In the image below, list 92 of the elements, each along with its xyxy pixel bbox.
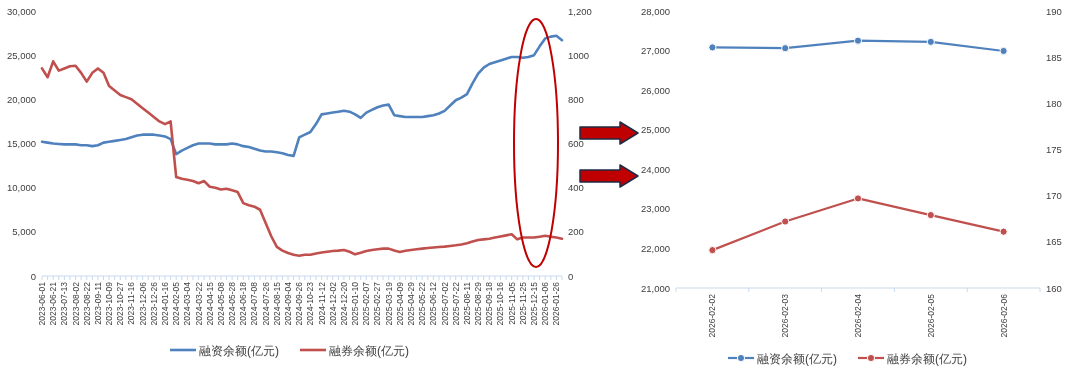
y2-tick-label: 160 xyxy=(1046,282,1062,294)
legend-label: 融资余额(亿元) xyxy=(757,351,837,366)
x-tick-label: 2025-03-19 xyxy=(383,281,394,326)
y2-tick-label: 200 xyxy=(568,226,584,238)
x-tick-label: 2024-04-15 xyxy=(204,281,215,326)
x-tick-label: 2024-02-05 xyxy=(171,281,182,326)
x-tick-label: 2025-02-07 xyxy=(361,281,372,326)
x-tick-label: 2026-02-03 xyxy=(780,293,791,338)
point xyxy=(999,227,1008,236)
x-tick-label: 2023-12-06 xyxy=(137,281,148,326)
y-tick-label: 23,000 xyxy=(640,203,670,215)
y2-tick-label: 170 xyxy=(1046,190,1062,202)
y-tick-label: 0 xyxy=(30,270,36,282)
x-tick-label: 2024-12-02 xyxy=(327,281,338,326)
y2-tick-label: 0 xyxy=(568,270,574,282)
y2-tick-label: 400 xyxy=(568,182,584,194)
x-tick-label: 2025-01-10 xyxy=(350,281,361,326)
y2-tick-label: 180 xyxy=(1046,97,1062,109)
x-tick-label: 2023-10-09 xyxy=(104,281,115,326)
x-tick-label: 2025-04-09 xyxy=(394,281,405,326)
x-tick-label: 2024-05-28 xyxy=(227,281,238,326)
x-tick-label: 2024-08-15 xyxy=(271,281,282,326)
x-tick-label: 2023-07-13 xyxy=(59,281,70,326)
x-tick-label: 2025-11-05 xyxy=(506,281,517,325)
y-tick-label: 5,000 xyxy=(12,226,36,238)
x-tick-label: 2025-08-29 xyxy=(473,281,484,326)
y-tick-label: 25,000 xyxy=(640,124,670,136)
point xyxy=(926,210,935,220)
y-tick-label: 21,000 xyxy=(640,282,670,294)
x-tick-label: 2024-07-26 xyxy=(260,281,271,326)
y-tick-label: 20,000 xyxy=(6,93,36,105)
x-tick-label: 2025-12-15 xyxy=(529,281,540,326)
legend-label: 融券余额(亿元) xyxy=(329,343,409,358)
y-tick-label: 10,000 xyxy=(6,182,36,194)
x-tick-label: 2025-05-22 xyxy=(417,281,428,326)
x-tick-label: 2024-01-16 xyxy=(160,281,171,326)
x-tick-label: 2024-06-18 xyxy=(238,281,249,326)
y2-tick-label: 1000 xyxy=(568,49,590,61)
x-tick-label: 2024-10-23 xyxy=(305,281,316,326)
y2-tick-label: 175 xyxy=(1046,144,1062,155)
x-tick-label: 2023-06-21 xyxy=(48,281,59,326)
x-tick-label: 2025-07-02 xyxy=(439,281,450,326)
x-tick-label: 2024-09-04 xyxy=(283,281,294,326)
y-tick-label: 27,000 xyxy=(640,45,670,57)
x-tick-label: 2024-05-08 xyxy=(215,281,226,326)
y2-tick-label: 1,200 xyxy=(568,5,592,17)
x-tick-label: 2024-07-08 xyxy=(249,281,260,326)
x-tick-label: 2023-08-22 xyxy=(81,281,92,326)
x-tick-label: 2025-09-18 xyxy=(484,281,495,326)
x-tick-label: 2024-03-04 xyxy=(182,281,193,326)
y-tick-label: 24,000 xyxy=(640,163,670,175)
line-series xyxy=(40,60,564,257)
point xyxy=(781,217,790,226)
x-tick-label: 2026-01-06 xyxy=(540,281,551,326)
y2-tick-label: 165 xyxy=(1046,236,1062,248)
y-tick-label: 30,000 xyxy=(6,5,36,17)
x-tick-label: 2023-10-27 xyxy=(115,281,126,326)
x-tick-label: 2023-08-02 xyxy=(70,281,81,326)
x-tick-label: 2025-06-12 xyxy=(428,281,439,326)
x-tick-label: 2026-02-06 xyxy=(998,293,1009,338)
x-tick-label: 2025-08-11 xyxy=(461,281,472,325)
x-tick-label: 2025-04-29 xyxy=(406,281,417,326)
point xyxy=(853,194,863,203)
legend-label: 融资余额(亿元) xyxy=(199,343,279,358)
y-tick-label: 25,000 xyxy=(6,49,36,61)
x-tick-label: 2024-12-20 xyxy=(338,281,349,326)
y-tick-label: 22,000 xyxy=(640,242,670,254)
x-tick-label: 2025-02-27 xyxy=(372,281,383,326)
legend-label: 融券余额(亿元) xyxy=(887,351,967,366)
y-tick-label: 15,000 xyxy=(6,138,36,149)
y2-tick-label: 185 xyxy=(1046,51,1062,63)
y-tick-label: 26,000 xyxy=(640,84,670,96)
x-tick-label: 2025-11-25 xyxy=(517,281,528,325)
x-tick-label: 2023-06-01 xyxy=(37,281,47,326)
y2-tick-label: 190 xyxy=(1046,5,1062,17)
line-series xyxy=(40,34,564,158)
x-tick-label: 2026-01-26 xyxy=(551,281,562,326)
point xyxy=(708,246,717,255)
x-tick-label: 2026-02-04 xyxy=(853,293,863,338)
x-tick-label: 2024-03-22 xyxy=(193,281,204,326)
x-tick-label: 2025-07-22 xyxy=(450,281,461,326)
x-tick-label: 2026-02-05 xyxy=(925,293,936,338)
y-tick-label: 28,000 xyxy=(640,5,670,17)
x-tick-label: 2024-11-12 xyxy=(316,281,327,325)
x-tick-label: 2024-09-26 xyxy=(294,281,305,326)
x-tick-label: 2025-10-16 xyxy=(495,281,506,326)
y2-tick-label: 800 xyxy=(568,93,584,105)
x-tick-label: 2023-11-16 xyxy=(126,281,137,325)
y2-tick-label: 600 xyxy=(568,138,584,149)
x-tick-label: 2023-09-11 xyxy=(92,281,103,325)
x-tick-label: 2026-02-02 xyxy=(707,293,718,338)
x-tick-label: 2023-12-26 xyxy=(148,281,159,326)
